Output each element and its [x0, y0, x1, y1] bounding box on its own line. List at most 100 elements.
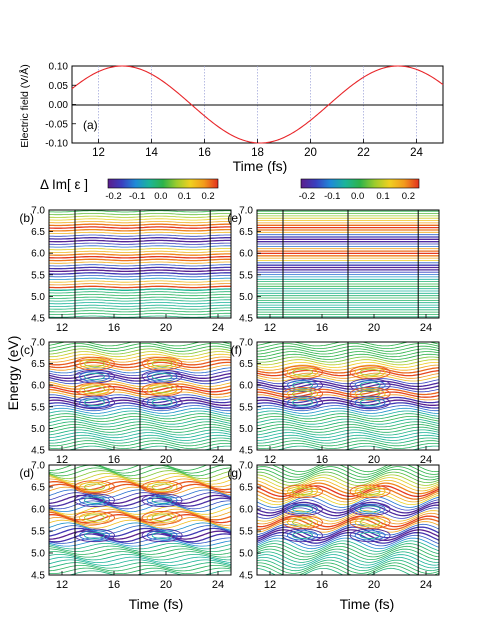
colorbar-right-tick-label: 0.0 — [351, 191, 364, 202]
panel-frame — [48, 341, 232, 451]
x-tick-label: 20 — [368, 322, 380, 334]
contour-loop — [141, 493, 183, 507]
contour-loop — [292, 518, 313, 526]
panel-label: (e) — [227, 211, 242, 225]
panel-a-x-tick-label: 18 — [251, 147, 264, 159]
y-tick-label: 6.5 — [31, 359, 45, 370]
contour-loop — [287, 367, 318, 378]
contour-loop — [79, 384, 110, 395]
contour-loop — [79, 495, 110, 506]
colorbar-right-tick-label: -0.1 — [324, 191, 340, 202]
contour-loop — [359, 390, 381, 398]
x-tick-label: 16 — [316, 579, 328, 591]
y-tick-label: 6.0 — [239, 381, 253, 392]
contour-loop — [292, 381, 313, 389]
y-tick-label: 7.0 — [31, 206, 45, 217]
x-tick-label: 24 — [212, 322, 224, 334]
x-tick-label: 12 — [56, 454, 68, 466]
x-tick-label: 12 — [264, 322, 276, 334]
panel-a-x-tick-label: 16 — [198, 147, 211, 159]
colorbar-left-tick-label: -0.2 — [105, 191, 121, 202]
y-tick-label: 7.0 — [31, 461, 45, 472]
contour-loop — [79, 481, 110, 493]
panel-frame — [48, 464, 232, 576]
contour-loop — [349, 502, 391, 516]
panel-f: 4.5 5.0 5.5 6.0 6.5 7.0 12 16 20 24 (f) — [231, 338, 440, 466]
x-tick-label: 12 — [56, 579, 68, 591]
contour-loop — [292, 487, 313, 495]
contour-loop — [141, 511, 183, 525]
contour-loop — [354, 367, 386, 378]
x-tick-label: 20 — [160, 322, 172, 334]
contour-loop — [84, 514, 105, 522]
y-tick-label: 5.5 — [31, 270, 45, 281]
y-tick-label: 5.0 — [239, 292, 253, 303]
contour-loop — [292, 398, 313, 407]
y-tick-label: 4.5 — [31, 314, 45, 325]
panel-label: (g) — [227, 466, 242, 480]
contour-loop — [141, 528, 183, 543]
colorbar-left-bar — [107, 178, 219, 189]
contour-loop — [84, 385, 105, 394]
y-tick-label: 6.0 — [31, 381, 45, 392]
colorbar-title: Δ Im[ ε ] — [40, 177, 88, 192]
x-tick-label: 20 — [160, 454, 172, 466]
contour-loop — [354, 503, 386, 515]
contour-loop — [151, 531, 173, 539]
y-tick-label: 5.5 — [239, 270, 253, 281]
contour-loop — [141, 395, 183, 410]
colorbar-right-tick-label: 0.2 — [402, 191, 415, 202]
panel-a-y-tick-label: -0.10 — [45, 139, 68, 150]
y-tick-label: 7.0 — [31, 338, 45, 349]
contour-loop — [349, 387, 391, 401]
y-tick-label: 5.0 — [239, 424, 253, 435]
colorbar-left: -0.2 -0.1 0.0 0.1 0.2 — [105, 178, 219, 202]
y-tick-label: 4.5 — [239, 314, 253, 325]
x-tick-label: 16 — [108, 579, 120, 591]
y-tick-label: 4.5 — [239, 446, 253, 457]
colorbar-right-bar — [300, 178, 420, 189]
contour-loop — [359, 518, 381, 526]
contour-loop — [359, 487, 381, 495]
contour-loop — [287, 517, 318, 528]
x-tick-label: 24 — [420, 454, 432, 466]
y-tick-label: 7.0 — [239, 461, 253, 472]
contour-loop — [349, 515, 391, 529]
contour-loop — [79, 397, 110, 408]
contour-loop — [151, 514, 173, 522]
contour-loop — [146, 358, 178, 369]
y-tick-label: 6.5 — [239, 483, 253, 494]
y-tick-label: 6.5 — [31, 483, 45, 494]
x-tick-label: 16 — [108, 322, 120, 334]
colorbar-left-tick-label: 0.2 — [201, 191, 214, 202]
contour-loop — [84, 360, 105, 368]
y-tick-label: 4.5 — [31, 571, 45, 582]
panel-a-y-tick-label: 0.05 — [49, 81, 69, 92]
contour-loop — [146, 512, 178, 523]
colorbar-left-tick-label: -0.1 — [129, 191, 145, 202]
panel-label: (c) — [20, 343, 34, 357]
contour-loop — [359, 531, 381, 539]
contour-loop — [151, 373, 173, 381]
contour-loop — [146, 371, 178, 382]
contour-loop — [84, 531, 105, 539]
contour-loop — [151, 398, 173, 407]
x-tick-label: 24 — [420, 322, 432, 334]
panel-frame — [256, 464, 440, 576]
colorbar-left-tick-label: 0.1 — [178, 191, 191, 202]
contour-loop — [354, 388, 386, 399]
contour-line — [279, 465, 439, 473]
colorbar-right: -0.2 -0.1 0.0 0.1 0.2 — [299, 178, 420, 202]
panel-c: 4.5 5.0 5.5 6.0 6.5 7.0 12 16 20 24 (c) — [20, 338, 232, 466]
contour-loop — [79, 512, 110, 523]
x-tick-label: 16 — [108, 454, 120, 466]
y-tick-label: 5.0 — [239, 549, 253, 560]
y-tick-label: 5.5 — [31, 527, 45, 538]
x-tick-label: 20 — [368, 454, 380, 466]
contour-loop — [146, 530, 178, 541]
colorbar-right-tick-label: 0.1 — [376, 191, 389, 202]
panel-a-x-ticks: 12 14 16 18 20 22 24 — [92, 139, 423, 159]
contour-loop — [292, 368, 313, 376]
contour-loop — [287, 388, 318, 399]
